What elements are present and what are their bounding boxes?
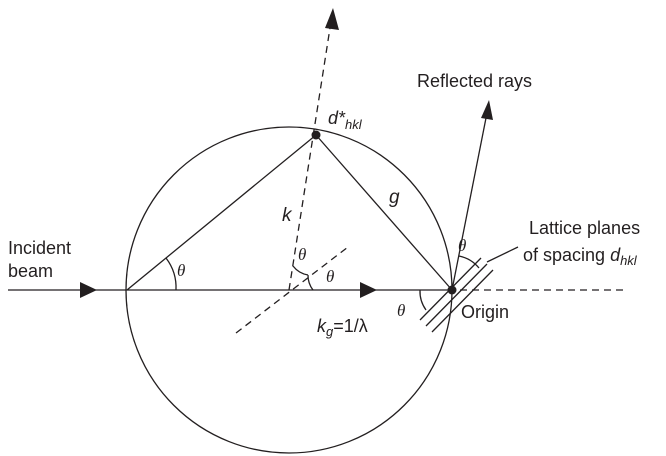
reflected-ray-line — [451, 117, 487, 291]
chord-left — [126, 134, 317, 291]
lattice-label-line2: of spacing dhkl — [523, 245, 638, 268]
incident-label-line2: beam — [8, 261, 53, 281]
d-star-label: d*hkl — [328, 108, 363, 132]
theta-arc-origin-lower — [419, 289, 427, 311]
origin-label: Origin — [461, 302, 509, 322]
d-star-point — [311, 130, 321, 140]
theta-label-center-lower: θ — [326, 267, 334, 286]
k-label: k — [282, 205, 293, 226]
reflected-rays-label: Reflected rays — [417, 71, 532, 91]
incident-arrow-head — [80, 282, 97, 298]
theta-arc-origin-upper — [458, 255, 480, 269]
origin-point — [447, 285, 457, 295]
incident-label-line1: Incident — [8, 238, 71, 258]
lattice-label-line1: Lattice planes — [529, 218, 640, 238]
reflected-ray-arrow-head — [481, 100, 493, 120]
theta-label-left: θ — [177, 261, 185, 280]
theta-arc-center-upper — [292, 265, 309, 276]
k-dashed-arrow-head — [325, 8, 339, 30]
theta-label-center-upper: θ — [298, 245, 306, 264]
theta-label-origin-lower: θ — [397, 301, 405, 320]
kg-arrow-head — [360, 282, 377, 298]
theta-arc-center-lower — [307, 274, 314, 291]
lattice-leader-line — [486, 246, 519, 263]
g-vector-line — [315, 134, 453, 291]
theta-label-origin-upper: θ — [458, 236, 466, 255]
kg-label: kg=1/λ — [317, 316, 368, 339]
theta-arc-left — [165, 257, 177, 291]
g-label: g — [389, 187, 400, 208]
k-dashed-line — [288, 27, 331, 291]
